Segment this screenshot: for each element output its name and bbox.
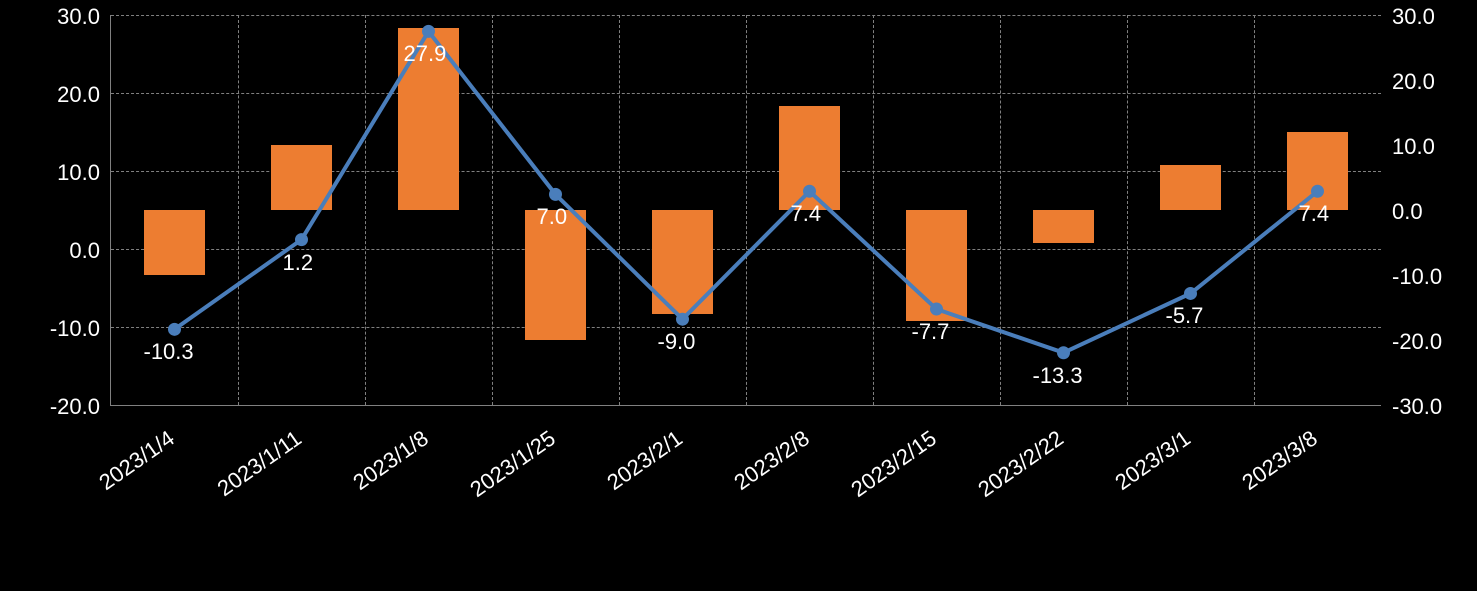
x-tick-label: 2023/1/4 [94,425,179,495]
line-data-label: 1.2 [283,250,314,276]
line-data-label: -5.7 [1166,303,1204,329]
y-left-tick-label: 10.0 [57,160,100,186]
line-marker [169,323,181,335]
line-marker [1058,347,1070,359]
x-tick-label: 2023/1/25 [465,425,560,502]
line-data-label: -7.7 [912,319,950,345]
line-layer [111,15,1381,405]
line-marker [550,188,562,200]
x-tick-label: 2023/2/22 [973,425,1068,502]
line-data-label: 7.4 [1299,201,1330,227]
y-left-tick-label: -10.0 [50,316,100,342]
line-data-label: 27.9 [404,41,447,67]
gridline-h [111,405,1381,406]
line-marker [804,185,816,197]
x-tick-label: 2023/3/8 [1237,425,1322,495]
line-series [175,31,1318,352]
y-right-tick-label: -10.0 [1392,264,1442,290]
line-marker [423,25,435,37]
x-tick-label: 2023/1/8 [348,425,433,495]
line-data-label: -13.3 [1033,363,1083,389]
y-right-tick-label: 10.0 [1392,134,1435,160]
y-right-tick-label: -30.0 [1392,394,1442,420]
line-marker [677,313,689,325]
line-marker [931,303,943,315]
combo-chart: -10.3 1.2 27.9 7.0 -9.0 7.4 -7.7 -13.3 -5.7 7.4 30… [0,0,1477,591]
x-tick-label: 2023/2/8 [729,425,814,495]
y-left-tick-label: 20.0 [57,82,100,108]
y-left-tick-label: 30.0 [57,4,100,30]
line-marker [1312,185,1324,197]
x-tick-label: 2023/1/11 [212,425,306,502]
x-tick-label: 2023/3/1 [1110,425,1195,495]
y-left-tick-label: 0.0 [69,238,100,264]
line-marker [1185,287,1197,299]
x-tick-label: 2023/2/1 [602,425,687,495]
y-right-tick-label: -20.0 [1392,329,1442,355]
x-tick-label: 2023/2/15 [846,425,941,502]
line-data-label: -9.0 [658,329,696,355]
line-data-label: 7.4 [791,201,822,227]
y-right-tick-label: 20.0 [1392,69,1435,95]
line-marker [296,234,308,246]
line-data-label: 7.0 [537,204,568,230]
plot-area [110,15,1381,406]
y-right-tick-label: 30.0 [1392,4,1435,30]
line-data-label: -10.3 [144,339,194,365]
y-right-tick-label: 0.0 [1392,199,1423,225]
y-left-tick-label: -20.0 [50,394,100,420]
